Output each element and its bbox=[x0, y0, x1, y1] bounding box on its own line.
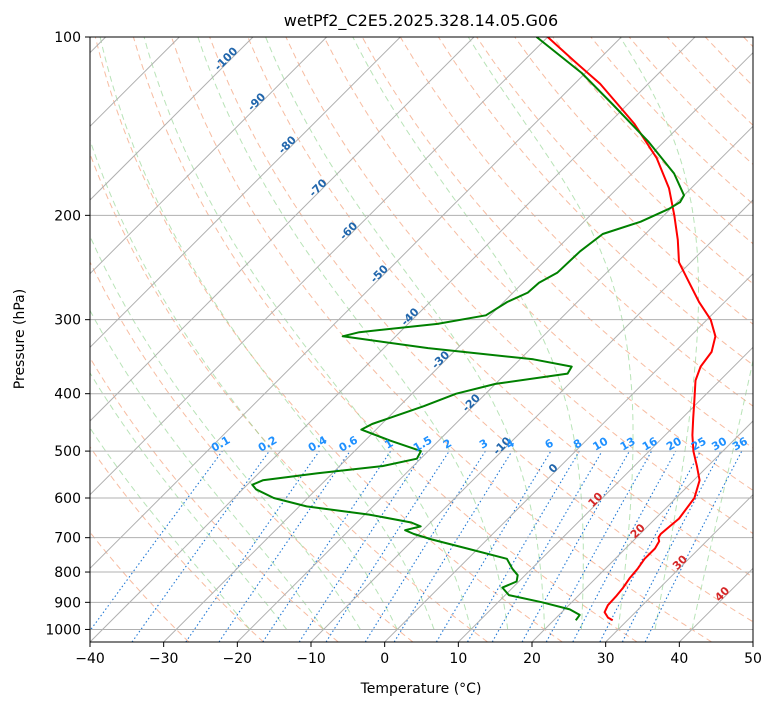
isotherm-line bbox=[457, 346, 753, 642]
plot-frame bbox=[89, 36, 754, 643]
mixing-ratio-line bbox=[90, 450, 223, 632]
dry-adiabat bbox=[476, 37, 753, 325]
mixing-ratio-line bbox=[298, 450, 425, 642]
x-tick-label: 40 bbox=[670, 651, 688, 667]
dry-adiabat bbox=[323, 37, 753, 491]
moist-adiabat bbox=[90, 309, 324, 630]
isotherm-line bbox=[90, 37, 696, 642]
y-axis-label: Pressure (hPa) bbox=[12, 289, 28, 389]
chart-title: wetPf2_C2E5.2025.328.14.05.G06 bbox=[284, 11, 558, 31]
moist-adiabat bbox=[691, 358, 753, 630]
isotherm-line bbox=[531, 420, 753, 642]
mixing-ratio-line bbox=[218, 450, 351, 642]
mixing-ratio-line bbox=[131, 450, 270, 642]
y-tick-label: 700 bbox=[54, 531, 81, 547]
background-lines bbox=[90, 37, 753, 642]
dry-adiabat bbox=[514, 37, 753, 285]
y-axis-ticks: 100 200 300 400 500 600 700 800 900 1000 bbox=[45, 30, 90, 638]
x-tick-label: 50 bbox=[744, 651, 762, 667]
mixing-ratio-line bbox=[521, 450, 630, 642]
y-tick-label: 500 bbox=[54, 444, 81, 460]
y-tick-label: 100 bbox=[54, 30, 81, 46]
dry-adiabat bbox=[94, 37, 563, 642]
moist-adiabat bbox=[90, 427, 251, 630]
dry-adiabat bbox=[209, 37, 753, 623]
x-tick-label: −30 bbox=[149, 651, 179, 667]
isotherm-line bbox=[90, 37, 622, 570]
dry-adiabat bbox=[171, 37, 712, 642]
y-tick-label: 900 bbox=[54, 595, 81, 611]
isotherm-line bbox=[310, 199, 753, 642]
isotherm-line bbox=[90, 37, 254, 201]
isotherm-line bbox=[90, 37, 549, 496]
isotherm-line bbox=[90, 37, 328, 275]
mixing-ratio-line bbox=[325, 450, 450, 642]
x-axis-ticks: −40 −30 −20 −10 0 10 20 30 40 50 bbox=[75, 642, 762, 667]
mixing-ratio-line bbox=[393, 450, 513, 642]
y-tick-label: 800 bbox=[54, 565, 81, 581]
moist-adiabat bbox=[99, 37, 435, 630]
grid-lines bbox=[90, 37, 753, 642]
moist-adiabat bbox=[352, 37, 584, 630]
isotherm-line bbox=[605, 493, 753, 642]
x-tick-label: 30 bbox=[597, 651, 615, 667]
moist-adiabat bbox=[197, 37, 509, 630]
dry-adiabat bbox=[90, 356, 339, 642]
mixing-ratio-line bbox=[185, 450, 320, 642]
mixing-ratio-line bbox=[262, 450, 392, 642]
mixing-ratio-line bbox=[644, 450, 743, 642]
x-tick-label: −10 bbox=[296, 651, 326, 667]
dry-adiabat bbox=[247, 37, 753, 578]
x-tick-label: −20 bbox=[223, 651, 253, 667]
dry-adiabat bbox=[285, 37, 753, 535]
dry-adiabat bbox=[132, 37, 638, 642]
x-axis-label: Temperature (°C) bbox=[360, 681, 482, 697]
moist-adiabat bbox=[619, 37, 699, 630]
isotherm-line bbox=[90, 37, 401, 349]
temperature-profile-line bbox=[547, 37, 717, 622]
y-tick-label: 400 bbox=[54, 387, 81, 403]
y-tick-label: 200 bbox=[54, 208, 81, 224]
x-tick-label: 20 bbox=[523, 651, 541, 667]
x-tick-label: 0 bbox=[380, 651, 389, 667]
dry-adiabat bbox=[90, 260, 414, 642]
mixing-ratio-line bbox=[572, 450, 677, 642]
y-tick-label: 300 bbox=[54, 313, 81, 329]
x-tick-label: −40 bbox=[75, 651, 105, 667]
moist-adiabat bbox=[90, 235, 361, 630]
y-tick-label: 1000 bbox=[45, 622, 81, 638]
isotherm-line bbox=[90, 37, 475, 422]
moist-adiabat bbox=[90, 138, 398, 630]
dewpoint-profile-line bbox=[251, 37, 685, 621]
mixing-ratio-line bbox=[545, 450, 653, 642]
dry-adiabat bbox=[90, 446, 264, 642]
moist-adiabat bbox=[265, 37, 546, 630]
isotherm-line bbox=[236, 125, 753, 642]
isotherm-line bbox=[384, 272, 753, 642]
moist-adiabat bbox=[90, 371, 288, 630]
isotherm-line bbox=[163, 51, 753, 642]
profile-lines bbox=[251, 37, 717, 622]
moist-adiabat bbox=[143, 37, 472, 630]
y-tick-label: 600 bbox=[54, 491, 81, 507]
x-tick-label: 10 bbox=[449, 651, 467, 667]
